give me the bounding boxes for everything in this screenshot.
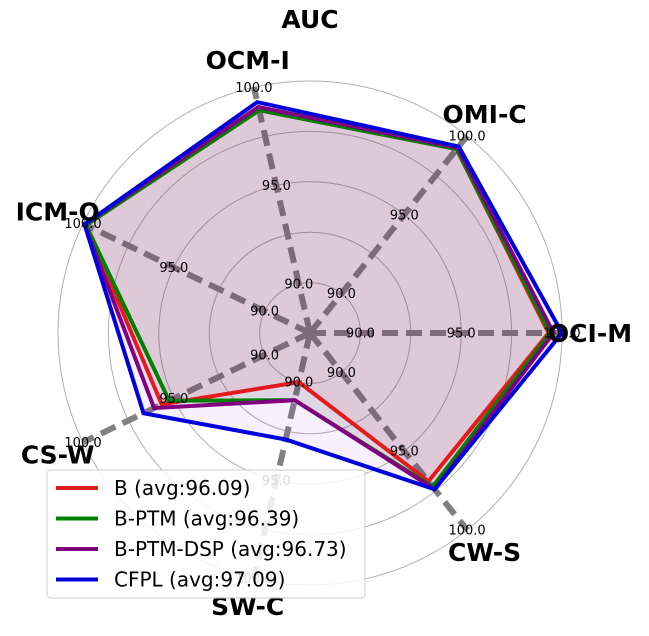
tick-label: 95.0 <box>447 327 476 342</box>
legend: B (avg:96.09) B-PTM (avg:96.39) B-PTM-DSP … <box>46 469 366 599</box>
tick-label: 90.0 <box>284 376 313 391</box>
tick-label: 100.0 <box>543 327 580 342</box>
series-fill <box>86 110 551 487</box>
series-fill <box>84 107 554 490</box>
axis-spoke <box>307 331 470 532</box>
legend-label: B-PTM (avg:96.39) <box>114 507 299 531</box>
legend-frame <box>46 469 366 599</box>
axis-label: OCM-I <box>206 46 290 75</box>
legend-label: CFPL (avg:97.09) <box>114 568 285 592</box>
tick-label: 100.0 <box>235 81 272 96</box>
axis-spokes <box>81 86 562 580</box>
axis-spoke <box>81 220 312 336</box>
axis-label: CS-W <box>21 441 95 470</box>
axis-spoke <box>81 330 312 446</box>
tick-label: 90.0 <box>250 348 279 363</box>
legend-label: B-PTM-DSP (avg:96.73) <box>114 537 347 561</box>
tick-label: 90.0 <box>327 287 356 302</box>
tick-label: 95.0 <box>159 261 188 276</box>
tick-label: 100.0 <box>448 130 485 145</box>
tick-label: 95.0 <box>262 179 291 194</box>
axis-label: OCI-M <box>548 319 632 348</box>
tick-label: 90.0 <box>346 327 375 342</box>
series-fill <box>86 110 549 482</box>
legend-label: B (avg:96.09) <box>114 476 250 500</box>
series-line <box>82 99 565 492</box>
tick-label: 95.0 <box>159 392 188 407</box>
tick-label: 95.0 <box>390 445 419 460</box>
axis-label: CW-S <box>448 538 521 567</box>
series-layer <box>82 99 565 492</box>
series-fill <box>84 102 562 490</box>
tick-label: 90.0 <box>327 366 356 381</box>
axis-label: ICM-O <box>16 198 100 227</box>
tick-label: 90.0 <box>284 277 313 292</box>
axis-spoke <box>307 134 470 335</box>
chart-title: AUC <box>281 5 338 34</box>
axis-spoke <box>250 86 313 334</box>
tick-label: 95.0 <box>390 208 419 223</box>
tick-label: 100.0 <box>448 524 485 539</box>
axis-label: OMI-C <box>443 100 527 129</box>
tick-label: 100.0 <box>64 436 101 451</box>
tick-label: 90.0 <box>250 305 279 320</box>
axis-spoke <box>250 332 313 580</box>
tick-label: 100.0 <box>64 217 101 232</box>
